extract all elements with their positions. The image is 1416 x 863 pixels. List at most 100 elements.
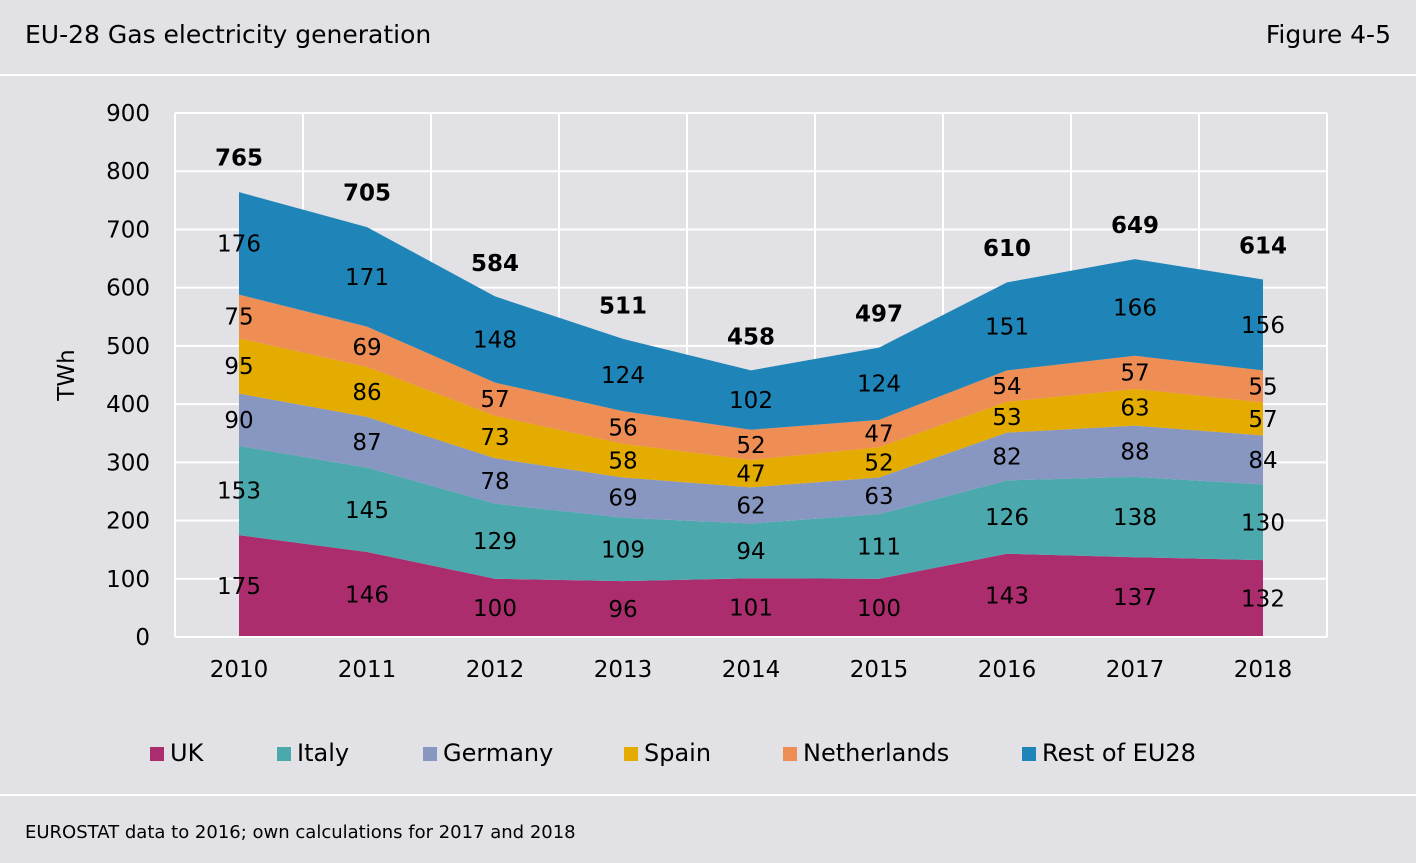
legend-swatch: [150, 747, 164, 761]
y-tick-label: 900: [106, 101, 150, 127]
data-label: 100: [473, 596, 517, 622]
chart-title: EU-28 Gas electricity generation: [25, 20, 432, 49]
legend-label: Germany: [443, 739, 553, 767]
data-label: 102: [729, 388, 773, 414]
area-germany: [239, 393, 1263, 524]
legend-label: Netherlands: [803, 739, 949, 767]
x-tick-label: 2016: [978, 657, 1037, 683]
data-label: 132: [1241, 587, 1285, 613]
data-label: 101: [729, 596, 773, 622]
x-tick-label: 2014: [722, 657, 781, 683]
data-label: 47: [736, 462, 765, 488]
chart-header: EU-28 Gas electricity generation Figure …: [0, 0, 1416, 76]
legend-swatch: [783, 747, 797, 761]
total-label: 497: [855, 302, 903, 328]
total-label: 649: [1111, 213, 1159, 239]
data-label: 69: [608, 486, 637, 512]
x-tick-label: 2013: [594, 657, 653, 683]
data-label: 95: [224, 354, 253, 380]
x-tick-label: 2012: [466, 657, 525, 683]
data-label: 69: [352, 335, 381, 361]
total-label: 610: [983, 236, 1031, 262]
data-label: 175: [217, 574, 261, 600]
data-label: 57: [1248, 407, 1277, 433]
legend-item: Netherlands: [783, 739, 949, 767]
total-label: 584: [471, 251, 519, 277]
data-label: 63: [864, 484, 893, 510]
data-label: 57: [480, 387, 509, 413]
data-label: 94: [736, 539, 765, 565]
data-label: 53: [992, 405, 1021, 431]
area-rest-of-eu28: [239, 192, 1263, 430]
legend-item: UK: [150, 739, 205, 767]
data-label: 55: [1248, 374, 1277, 400]
data-label: 138: [1113, 505, 1157, 531]
data-label: 171: [345, 265, 389, 291]
data-label: 129: [473, 529, 517, 555]
y-tick-label: 400: [106, 392, 150, 418]
data-label: 63: [1120, 395, 1149, 421]
total-label: 705: [343, 181, 391, 207]
data-label: 109: [601, 537, 645, 563]
data-label: 52: [736, 433, 765, 459]
data-label: 124: [857, 372, 901, 398]
data-label: 86: [352, 380, 381, 406]
data-label: 88: [1120, 439, 1149, 465]
data-label: 75: [224, 304, 253, 330]
data-label: 84: [1248, 448, 1277, 474]
legend-label: Rest of EU28: [1042, 739, 1196, 767]
data-label: 146: [345, 582, 389, 608]
y-tick-label: 800: [106, 159, 150, 185]
x-tick-label: 2010: [210, 657, 269, 683]
data-label: 111: [857, 534, 901, 560]
data-label: 56: [608, 415, 637, 441]
total-label: 765: [215, 146, 263, 172]
x-tick-label: 2015: [850, 657, 909, 683]
data-label: 87: [352, 430, 381, 456]
data-label: 62: [736, 493, 765, 519]
data-label: 52: [864, 450, 893, 476]
legend-swatch: [277, 747, 291, 761]
data-label: 100: [857, 596, 901, 622]
data-label: 54: [992, 374, 1021, 400]
legend-swatch: [423, 747, 437, 761]
data-label: 82: [992, 445, 1021, 471]
area-uk: [239, 535, 1263, 637]
data-label: 148: [473, 327, 517, 353]
legend-item: Rest of EU28: [1022, 739, 1196, 767]
legend-item: Italy: [277, 739, 349, 767]
legend-label: Spain: [644, 739, 711, 767]
data-label: 90: [224, 408, 253, 434]
data-label: 156: [1241, 313, 1285, 339]
area-netherlands: [239, 294, 1263, 461]
data-label: 151: [985, 314, 1029, 340]
x-tick-label: 2017: [1106, 657, 1165, 683]
data-label: 166: [1113, 295, 1157, 321]
legend-label: Italy: [297, 739, 349, 767]
data-label: 126: [985, 505, 1029, 531]
data-label: 153: [217, 479, 261, 505]
area-italy: [239, 446, 1263, 582]
figure-label: Figure 4-5: [1265, 20, 1391, 49]
y-tick-label: 700: [106, 217, 150, 243]
data-label: 58: [608, 449, 637, 475]
y-tick-label: 300: [106, 450, 150, 476]
y-tick-label: 100: [106, 567, 150, 593]
data-label: 96: [608, 597, 637, 623]
total-label: 614: [1239, 234, 1287, 260]
data-label: 47: [864, 422, 893, 448]
stacked-area-chart: 0 100 200 300 400 500 600 700 800 900 175 146 100 96 1…: [54, 101, 1328, 767]
legend-label: UK: [170, 739, 205, 767]
x-tick-label: 2018: [1234, 657, 1293, 683]
chart-panel: 0 100 200 300 400 500 600 700 800 900 175 146 100 96 1…: [0, 76, 1416, 794]
total-label: 511: [599, 293, 647, 319]
source-note: EUROSTAT data to 2016; own calculations …: [25, 822, 576, 843]
data-label: 78: [480, 469, 509, 495]
y-tick-label: 0: [135, 625, 150, 651]
legend-swatch: [624, 747, 638, 761]
data-label: 145: [345, 498, 389, 524]
legend-swatch: [1022, 747, 1036, 761]
data-label: 137: [1113, 585, 1157, 611]
data-label: 143: [985, 583, 1029, 609]
y-tick-label: 200: [106, 509, 150, 535]
